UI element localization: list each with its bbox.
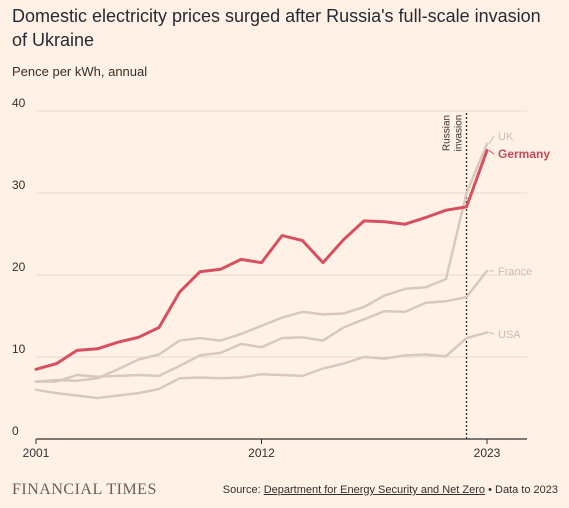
- grid-lines: [36, 110, 527, 440]
- y-tick-label: 10: [12, 342, 26, 356]
- series-label-france: France: [498, 266, 532, 278]
- x-tick-label: 2023: [474, 446, 501, 460]
- chart-title: Domestic electricity prices surged after…: [12, 6, 541, 50]
- source-prefix: Source:: [222, 484, 264, 496]
- series-line-germany: [34, 148, 489, 371]
- x-axis-ticks: 2001 2012 2023: [23, 439, 501, 460]
- source-separator: •: [485, 484, 495, 496]
- x-tick-label: 2001: [23, 446, 50, 460]
- annotation-label: Russian: [442, 115, 453, 151]
- series-line-usa: [34, 331, 489, 400]
- series-line-uk: [34, 142, 489, 383]
- ft-logo: FINANCIAL TIMES: [12, 481, 157, 498]
- series-line-france: [34, 269, 489, 383]
- chart-subtitle: Pence per kWh, annual: [12, 64, 148, 79]
- label-leader: [488, 149, 495, 155]
- series-label-uk: UK: [498, 131, 514, 143]
- y-tick-label: 0: [12, 424, 19, 438]
- source-link[interactable]: Department for Energy Security and Net Z…: [263, 484, 486, 496]
- series-label-usa: USA: [498, 329, 521, 341]
- x-tick-label: 2012: [248, 446, 275, 460]
- label-leader: [488, 331, 495, 335]
- data-note: Data to 2023: [495, 484, 558, 496]
- y-axis-ticks: 0 10 20 30 40: [12, 96, 26, 438]
- y-tick-label: 40: [12, 96, 26, 110]
- label-leader: [488, 135, 495, 145]
- series-lines: [34, 142, 489, 400]
- invasion-annotation: Russian invasion: [442, 113, 468, 439]
- source-note: Source: Department for Energy Security a…: [223, 484, 558, 496]
- annotation-label: invasion: [454, 115, 465, 152]
- y-tick-label: 30: [12, 178, 26, 192]
- series-label-germany: Germany: [498, 147, 550, 161]
- series-labels: UK Germany France USA: [488, 131, 550, 341]
- y-tick-label: 20: [12, 260, 26, 274]
